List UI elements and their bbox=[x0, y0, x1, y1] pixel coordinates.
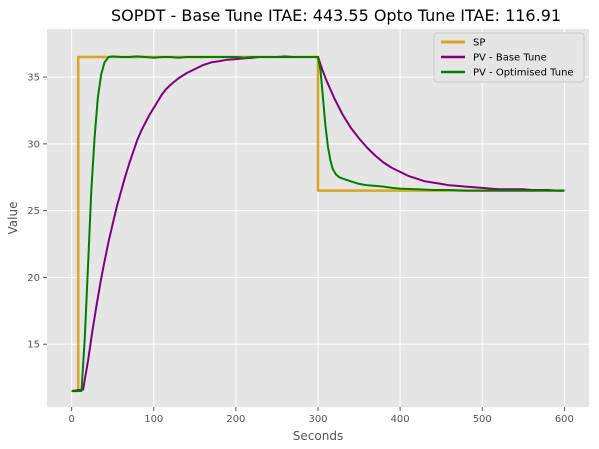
y-tick-label: 35 bbox=[27, 73, 40, 84]
x-tick-label: 400 bbox=[391, 414, 410, 425]
legend-label: PV - Base Tune bbox=[473, 53, 547, 64]
x-tick-label: 100 bbox=[144, 414, 163, 425]
y-tick-label: 15 bbox=[27, 340, 40, 351]
legend-label: PV - Optimised Tune bbox=[473, 68, 574, 79]
legend-label: SP bbox=[473, 38, 485, 49]
x-axis-label: Seconds bbox=[293, 429, 343, 443]
y-tick-label: 20 bbox=[27, 273, 40, 284]
x-tick-label: 200 bbox=[226, 414, 245, 425]
y-axis-label: Value bbox=[6, 202, 20, 235]
x-tick-label: 0 bbox=[68, 414, 74, 425]
x-tick-label: 500 bbox=[473, 414, 492, 425]
chart-title: SOPDT - Base Tune ITAE: 443.55 Opto Tune… bbox=[111, 6, 561, 25]
legend: SP PV - Base Tune PV - Optimised Tune bbox=[434, 33, 584, 82]
y-tick-label: 30 bbox=[27, 139, 40, 150]
y-tick-label: 25 bbox=[27, 206, 40, 217]
x-tick-label: 300 bbox=[308, 414, 327, 425]
x-tick-label: 600 bbox=[555, 414, 574, 425]
